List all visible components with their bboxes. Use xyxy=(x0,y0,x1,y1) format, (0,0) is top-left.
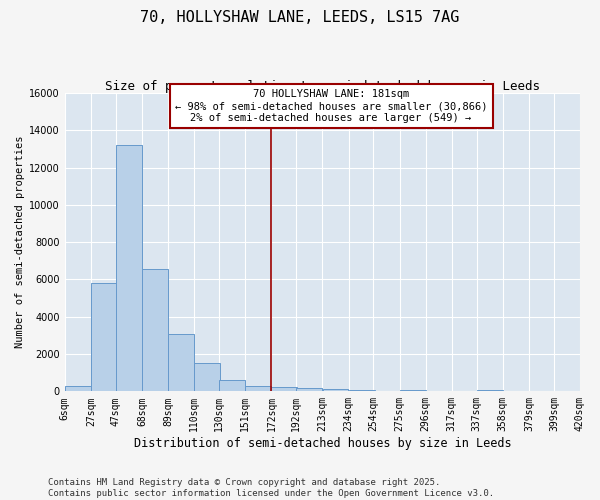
Bar xyxy=(168,334,194,392)
Bar xyxy=(245,386,271,392)
Y-axis label: Number of semi-detached properties: Number of semi-detached properties xyxy=(15,136,25,348)
Bar xyxy=(91,283,117,392)
X-axis label: Distribution of semi-detached houses by size in Leeds: Distribution of semi-detached houses by … xyxy=(134,437,511,450)
Text: Contains HM Land Registry data © Crown copyright and database right 2025.
Contai: Contains HM Land Registry data © Crown c… xyxy=(48,478,494,498)
Bar xyxy=(323,390,349,392)
Bar xyxy=(142,269,168,392)
Bar xyxy=(296,388,322,392)
Bar xyxy=(349,390,374,392)
Bar xyxy=(219,380,245,392)
Bar xyxy=(271,386,298,392)
Title: Size of property relative to semi-detached houses in Leeds: Size of property relative to semi-detach… xyxy=(105,80,540,93)
Bar xyxy=(116,145,142,392)
Bar xyxy=(477,390,503,392)
Bar xyxy=(65,386,91,392)
Text: 70 HOLLYSHAW LANE: 181sqm
← 98% of semi-detached houses are smaller (30,866)
2% : 70 HOLLYSHAW LANE: 181sqm ← 98% of semi-… xyxy=(175,90,487,122)
Bar xyxy=(194,364,220,392)
Bar xyxy=(400,390,425,392)
Text: 70, HOLLYSHAW LANE, LEEDS, LS15 7AG: 70, HOLLYSHAW LANE, LEEDS, LS15 7AG xyxy=(140,10,460,25)
